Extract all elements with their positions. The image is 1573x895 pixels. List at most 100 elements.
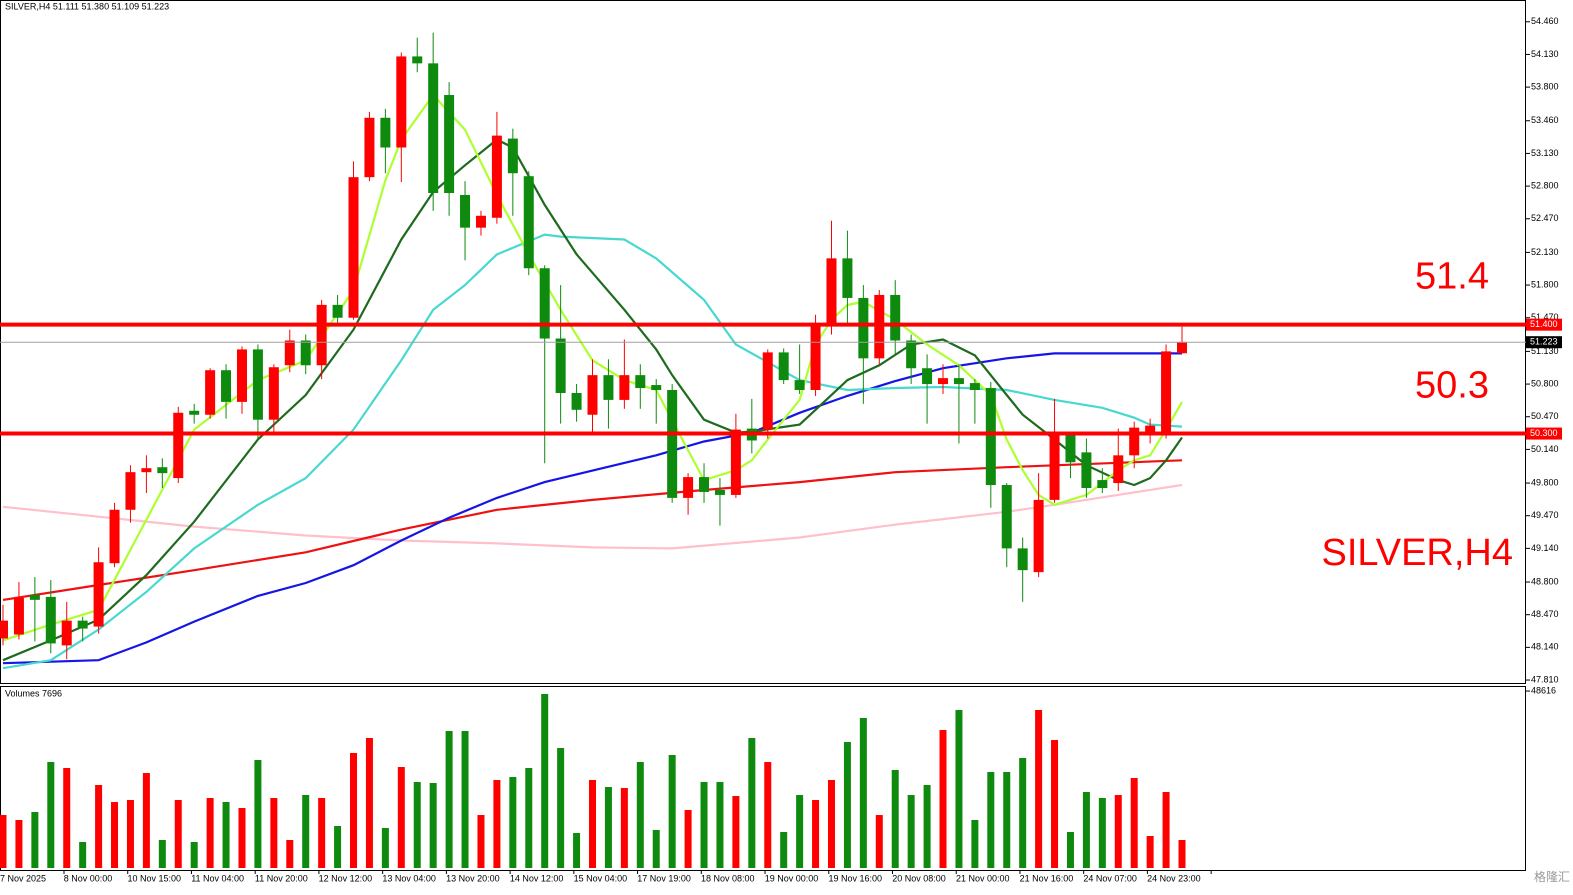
- candle-body: [969, 383, 980, 391]
- candle-body: [141, 468, 152, 473]
- volume-bar: [1003, 772, 1011, 868]
- volume-bar: [1019, 758, 1027, 868]
- candle-body: [603, 375, 614, 400]
- volume-bar: [381, 828, 389, 868]
- candle-body: [507, 138, 518, 174]
- x-tick-label: 20 Nov 08:00: [892, 873, 946, 883]
- candle-body: [1017, 548, 1028, 571]
- y-tick-label: 52.800: [1531, 180, 1559, 190]
- candle-body: [332, 304, 343, 318]
- volume-bar: [668, 755, 676, 868]
- candle-body: [826, 258, 837, 325]
- volume-bar: [604, 787, 612, 868]
- volume-bar: [254, 760, 262, 868]
- candle-body: [300, 340, 311, 366]
- candle-body: [651, 385, 662, 391]
- x-tick-label: 8 Nov 00:00: [64, 873, 113, 883]
- y-tick-label: 51.800: [1531, 279, 1559, 289]
- x-tick-label: 21 Nov 16:00: [1020, 873, 1074, 883]
- volume-bar: [286, 840, 294, 868]
- volume-bar: [573, 833, 581, 868]
- candle-body: [380, 117, 391, 148]
- candle-body: [268, 367, 279, 420]
- volume-bar: [923, 785, 931, 868]
- volume-bar: [350, 753, 358, 868]
- volume-bar: [780, 832, 788, 868]
- y-tick-label: 50.140: [1531, 444, 1559, 454]
- candle-body: [1129, 427, 1140, 456]
- y-tick-label: 48.800: [1531, 576, 1559, 586]
- volume-bar: [334, 826, 342, 868]
- y-tick-label: 52.470: [1531, 213, 1559, 223]
- volume-bar: [111, 802, 119, 868]
- x-tick-label: 13 Nov 20:00: [446, 873, 500, 883]
- candle-body: [794, 380, 805, 391]
- volume-bar: [79, 842, 87, 868]
- candle-body: [221, 370, 232, 402]
- volume-bar: [636, 762, 644, 868]
- candle-body: [93, 562, 104, 627]
- volume-bar: [429, 783, 437, 868]
- candle-body: [348, 177, 359, 318]
- volume-bar: [1178, 839, 1186, 868]
- symbol-label: SILVER,H4: [1322, 532, 1513, 574]
- candle-body: [205, 370, 216, 415]
- volume-bar: [589, 780, 596, 868]
- volume-bar: [748, 738, 756, 868]
- candle-body: [491, 135, 502, 218]
- volume-bar: [1162, 792, 1170, 868]
- candle-body: [460, 195, 471, 228]
- candle-body: [922, 368, 933, 385]
- watermark: 格隆汇: [1534, 869, 1570, 884]
- candle-body: [539, 268, 550, 339]
- volume-bar: [700, 782, 708, 868]
- candle-body: [0, 620, 8, 639]
- candle-body: [699, 477, 710, 492]
- volume-bar: [509, 777, 517, 868]
- volume-bar: [222, 802, 230, 868]
- volume-bar: [1051, 740, 1059, 868]
- candle-body: [125, 472, 136, 510]
- candle-body: [587, 375, 598, 415]
- y-tick-label: 48.140: [1531, 642, 1559, 652]
- volume-bar: [971, 820, 979, 868]
- y-tick-label: 54.130: [1531, 49, 1559, 59]
- volume-bar: [365, 738, 373, 868]
- candle-body: [571, 392, 582, 410]
- volume-bar: [525, 768, 533, 868]
- x-tick-label: 17 Nov 19:00: [637, 873, 691, 883]
- volume-bar: [812, 800, 820, 868]
- candle-body: [316, 304, 327, 366]
- candle-body: [1081, 452, 1092, 488]
- volume-bar: [1035, 710, 1043, 868]
- candle-body: [555, 338, 566, 393]
- x-tick-label: 21 Nov 00:00: [956, 873, 1010, 883]
- last-price-label: 51.223: [1530, 337, 1558, 347]
- candle-body: [1097, 480, 1108, 488]
- level-value: 50.3: [1415, 365, 1489, 407]
- candle-body: [13, 597, 24, 635]
- volume-bar: [652, 830, 660, 868]
- candle-body: [762, 352, 773, 430]
- y-tick-label: 49.140: [1531, 543, 1559, 553]
- volume-bar: [477, 815, 485, 868]
- candle-body: [1177, 342, 1187, 354]
- volume-bar: [907, 795, 915, 868]
- candle-body: [523, 176, 534, 269]
- volume-bar: [126, 800, 134, 868]
- volume-bar: [302, 795, 310, 868]
- y-tick-label: 52.130: [1531, 247, 1559, 257]
- last-price-tag: [1526, 336, 1562, 349]
- candle-body: [364, 117, 375, 178]
- x-tick-label: 15 Nov 04:00: [574, 873, 628, 883]
- candle-body: [1065, 432, 1076, 463]
- volume-bar: [620, 788, 628, 868]
- candle-body: [683, 477, 694, 498]
- candle-body: [953, 378, 964, 385]
- candle-body: [985, 388, 996, 486]
- candle-body: [1033, 499, 1044, 573]
- candle-body: [189, 410, 200, 415]
- chart-header: SILVER,H4 51.111 51.380 51.109 51.223: [5, 1, 169, 11]
- moving-average-line: [2, 233, 1183, 670]
